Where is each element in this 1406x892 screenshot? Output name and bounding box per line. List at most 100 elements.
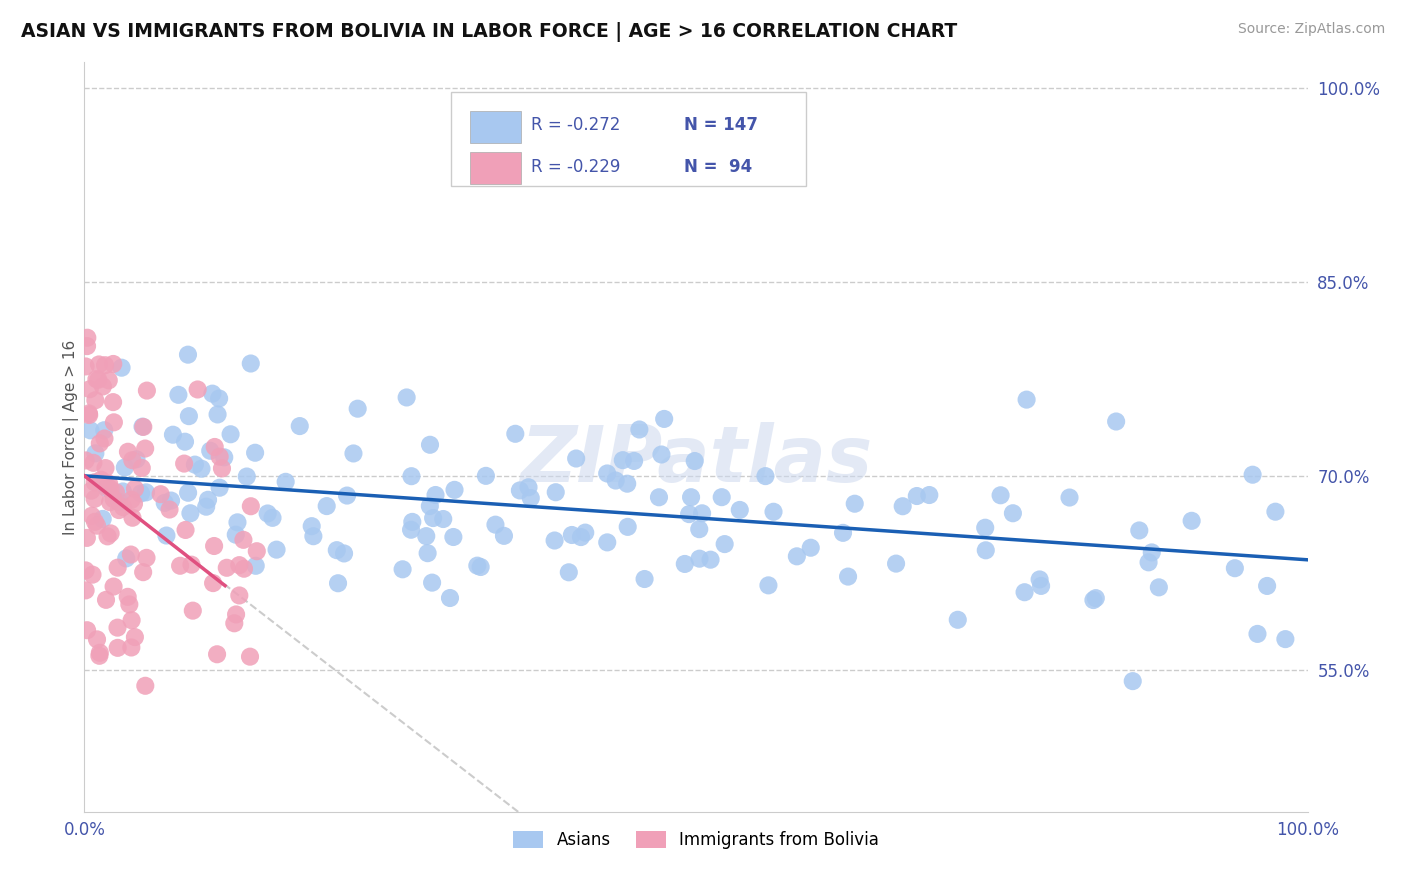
Point bbox=[132, 565, 155, 579]
Legend: Asians, Immigrants from Bolivia: Asians, Immigrants from Bolivia bbox=[506, 824, 886, 855]
Point bbox=[103, 580, 125, 594]
Point bbox=[652, 412, 675, 426]
Point bbox=[122, 497, 145, 511]
Point bbox=[135, 550, 157, 565]
Point bbox=[441, 530, 464, 544]
Point bbox=[786, 549, 808, 564]
Point bbox=[420, 575, 443, 590]
Point bbox=[135, 485, 157, 500]
Point bbox=[492, 529, 515, 543]
Point bbox=[762, 505, 785, 519]
Point bbox=[419, 438, 441, 452]
Point bbox=[77, 406, 100, 420]
Point bbox=[443, 483, 465, 497]
Point bbox=[401, 515, 423, 529]
Point bbox=[181, 604, 204, 618]
FancyBboxPatch shape bbox=[451, 93, 806, 186]
Point bbox=[1181, 514, 1204, 528]
Point bbox=[326, 543, 349, 558]
Point bbox=[100, 526, 122, 541]
Point bbox=[628, 422, 651, 436]
Point bbox=[401, 469, 423, 483]
Text: N =  94: N = 94 bbox=[683, 158, 752, 176]
Point bbox=[561, 528, 583, 542]
Point bbox=[207, 408, 229, 422]
Point bbox=[605, 474, 627, 488]
Point bbox=[1140, 545, 1163, 559]
Point bbox=[596, 535, 619, 549]
Point bbox=[115, 551, 138, 566]
Point bbox=[690, 506, 713, 520]
Point bbox=[97, 480, 120, 494]
Point bbox=[107, 640, 129, 655]
Point bbox=[121, 453, 143, 467]
Point bbox=[125, 452, 148, 467]
Point bbox=[891, 500, 914, 514]
Point bbox=[173, 457, 195, 471]
Point bbox=[1246, 627, 1268, 641]
Point bbox=[224, 616, 246, 631]
Point bbox=[336, 489, 359, 503]
Point bbox=[153, 496, 176, 510]
Point bbox=[416, 546, 439, 560]
Point bbox=[121, 492, 143, 507]
Point bbox=[1223, 561, 1246, 575]
Point bbox=[134, 679, 156, 693]
Point bbox=[84, 515, 107, 529]
Point bbox=[1028, 573, 1050, 587]
Point bbox=[117, 444, 139, 458]
Point bbox=[1128, 524, 1150, 538]
Point bbox=[201, 386, 224, 401]
Point bbox=[239, 649, 262, 664]
Point bbox=[1137, 555, 1160, 569]
Point bbox=[832, 525, 855, 540]
Point bbox=[616, 476, 638, 491]
Point bbox=[520, 491, 543, 505]
Point bbox=[89, 646, 111, 660]
Point bbox=[155, 528, 177, 542]
Point bbox=[544, 485, 567, 500]
Text: N = 147: N = 147 bbox=[683, 116, 758, 135]
Point bbox=[616, 520, 638, 534]
Point bbox=[391, 562, 413, 576]
Point bbox=[1122, 674, 1144, 689]
Point bbox=[1059, 491, 1081, 505]
Point bbox=[208, 481, 231, 495]
Point bbox=[162, 427, 184, 442]
Point bbox=[699, 552, 721, 566]
Point bbox=[302, 529, 325, 543]
Point bbox=[569, 530, 592, 544]
Point bbox=[83, 491, 105, 506]
Point bbox=[1264, 505, 1286, 519]
Point bbox=[200, 443, 222, 458]
Point bbox=[688, 522, 710, 536]
Point bbox=[301, 519, 323, 533]
Point bbox=[288, 419, 311, 434]
Point bbox=[246, 544, 269, 558]
Point bbox=[86, 518, 108, 533]
Point bbox=[177, 348, 200, 362]
Point bbox=[179, 506, 201, 520]
Point bbox=[77, 408, 100, 422]
Point bbox=[93, 432, 115, 446]
Point bbox=[990, 488, 1012, 502]
Point bbox=[204, 440, 226, 454]
Point bbox=[160, 493, 183, 508]
Point bbox=[266, 542, 288, 557]
Point bbox=[86, 372, 108, 386]
Point bbox=[683, 454, 706, 468]
Point bbox=[89, 436, 111, 450]
Point bbox=[262, 511, 284, 525]
Point bbox=[333, 546, 356, 560]
Point bbox=[80, 508, 103, 523]
Point bbox=[91, 379, 114, 393]
Point bbox=[517, 480, 540, 494]
Point bbox=[946, 613, 969, 627]
Point bbox=[202, 576, 225, 591]
Point bbox=[974, 543, 997, 558]
Point bbox=[558, 566, 581, 580]
Point bbox=[565, 451, 588, 466]
Point bbox=[180, 558, 202, 572]
Point bbox=[754, 469, 776, 483]
Point bbox=[76, 339, 98, 353]
